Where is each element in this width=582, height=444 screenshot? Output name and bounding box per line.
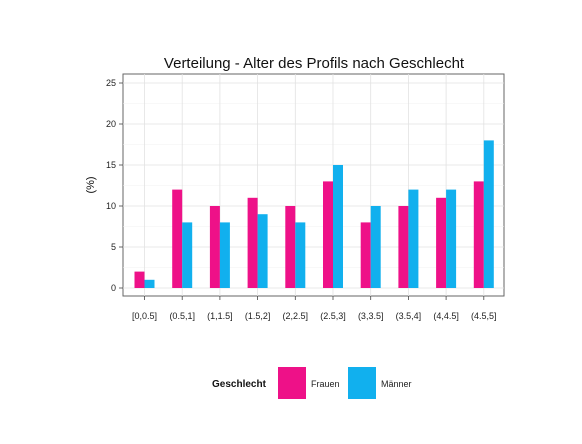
y-tick-label: 5 (111, 242, 116, 252)
x-axis: [0,0.5] (0.5,1] (1,1.5] (1.5,2] (2,2.5] (2.5,… (132, 296, 497, 321)
bar-frauen (436, 197, 447, 288)
bar-maenner (219, 222, 230, 288)
bar-maenner (257, 214, 268, 288)
bar-maenner (144, 279, 155, 288)
legend-title: Geschlecht (212, 379, 267, 390)
x-tick-label: (3.5,4] (396, 311, 422, 321)
bar-frauen (398, 206, 409, 288)
bar-frauen (134, 271, 145, 288)
bar-frauen (473, 181, 484, 288)
bar-maenner (446, 189, 457, 288)
bar-maenner (333, 165, 343, 288)
bar-frauen (323, 181, 333, 288)
x-tick-label: (0.5,1] (169, 311, 195, 321)
y-axis-label: (%) (85, 176, 97, 193)
legend-swatch-frauen (278, 367, 306, 399)
legend-label-maenner: Männer (381, 379, 412, 389)
bar-frauen (285, 206, 296, 288)
y-tick-label: 20 (106, 119, 116, 129)
bar-maenner (182, 222, 193, 288)
x-tick-label: (4,4.5] (433, 311, 459, 321)
bars (134, 140, 494, 288)
legend-label-frauen: Frauen (311, 379, 340, 389)
bar-maenner (295, 222, 306, 288)
bar-frauen (360, 222, 371, 288)
y-tick-label: 0 (111, 283, 116, 293)
bar-maenner (483, 140, 494, 288)
x-tick-label: (4.5,5] (471, 311, 497, 321)
y-tick-label: 10 (106, 201, 116, 211)
bar-frauen (209, 206, 220, 288)
y-tick-label: 25 (106, 78, 116, 88)
bar-frauen (172, 189, 183, 288)
bar-frauen (247, 197, 258, 288)
x-tick-label: [0,0.5] (132, 311, 157, 321)
bar-maenner (370, 206, 381, 288)
bar-maenner (408, 189, 419, 288)
chart-title: Verteilung - Alter des Profils nach Gesc… (164, 55, 465, 72)
x-tick-label: (2,2.5] (283, 311, 309, 321)
y-axis: 0 5 10 15 20 25 (106, 78, 123, 293)
y-tick-label: 15 (106, 160, 116, 170)
legend-swatch-maenner (348, 367, 376, 399)
x-tick-label: (3,3.5] (358, 311, 384, 321)
x-tick-label: (1,1.5] (207, 311, 233, 321)
legend: Geschlecht Frauen Männer (212, 367, 412, 399)
x-tick-label: (1.5,2] (245, 311, 271, 321)
x-tick-label: (2.5,3] (320, 311, 346, 321)
